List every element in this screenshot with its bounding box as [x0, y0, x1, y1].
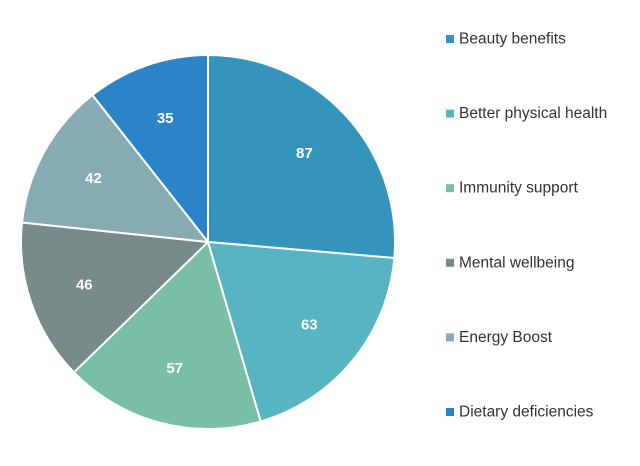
legend-item-dietary-deficiencies: Dietary deficiencies: [446, 404, 594, 421]
legend-label-mental-wellbeing: Mental wellbeing: [459, 254, 574, 271]
legend-swatch-mental-wellbeing: [446, 258, 454, 267]
legend: Beauty benefits Better physical health Imm…: [446, 31, 607, 421]
pie-slice-beauty-benefits: [207, 53, 396, 260]
legend-item-mental-wellbeing: Mental wellbeing: [446, 254, 574, 271]
legend-label-dietary-deficiencies: Dietary deficiencies: [459, 404, 594, 421]
pie-slice-dietary-deficiencies: [90, 53, 209, 245]
legend-item-better-physical-health: Better physical health: [446, 105, 607, 122]
legend-label-energy-boost: Energy Boost: [459, 329, 553, 346]
data-label-energy-boost: 42: [85, 170, 102, 187]
data-label-better-physical-health: 63: [301, 316, 318, 333]
legend-swatch-immunity-support: [446, 184, 454, 193]
data-label-immunity-support: 57: [166, 360, 183, 377]
data-label-beauty-benefits: 87: [296, 145, 313, 162]
pie-slice-energy-boost: [20, 93, 211, 244]
pie-slice-mental-wellbeing: [20, 221, 211, 374]
legend-swatch-better-physical-health: [446, 109, 454, 118]
legend-swatch-dietary-deficiencies: [446, 408, 454, 416]
legend-swatch-energy-boost: [446, 333, 454, 342]
legend-item-immunity-support: Immunity support: [446, 180, 579, 197]
legend-item-beauty-benefits: Beauty benefits: [446, 31, 566, 48]
legend-label-immunity-support: Immunity support: [459, 180, 579, 197]
legend-label-better-physical-health: Better physical health: [459, 105, 607, 122]
legend-swatch-beauty-benefits: [446, 35, 454, 43]
pie-slice-better-physical-health: [206, 240, 396, 423]
pie-slices: [20, 53, 396, 430]
legend-label-beauty-benefits: Beauty benefits: [459, 31, 566, 48]
data-label-mental-wellbeing: 46: [76, 276, 93, 293]
data-label-dietary-deficiencies: 35: [157, 110, 174, 127]
pie-data-labels: 87 63 57 46 42 35: [76, 110, 318, 377]
legend-item-energy-boost: Energy Boost: [446, 329, 553, 346]
pie-slice-immunity-support: [72, 240, 262, 430]
